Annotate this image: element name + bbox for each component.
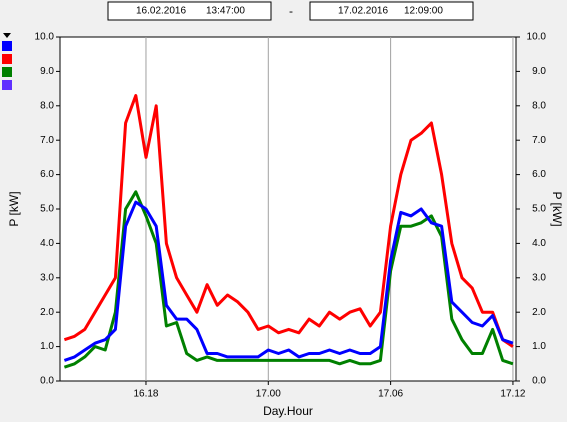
y-tick-label: 6.0 <box>40 169 54 180</box>
y2-tick-label: 8.0 <box>532 100 546 111</box>
y2-tick-label: 9.0 <box>532 66 546 77</box>
legend-swatch <box>2 80 12 90</box>
start-time: 13:47:00 <box>206 6 245 17</box>
end-box[interactable] <box>309 1 474 21</box>
end-date: 17.02.2016 <box>338 6 388 17</box>
y-tick-label: 7.0 <box>40 135 54 146</box>
y-tick-label: 10.0 <box>35 32 55 43</box>
y-tick-label: 1.0 <box>40 341 54 352</box>
legend-toggle[interactable] <box>3 33 11 38</box>
start-date: 16.02.2016 <box>136 6 186 17</box>
x-tick-label: 16.18 <box>133 389 158 400</box>
y2-axis-label: P [kW] <box>550 191 564 226</box>
y2-tick-label: 10.0 <box>527 32 547 43</box>
y2-tick-label: 4.0 <box>532 238 546 249</box>
y2-tick-label: 1.0 <box>532 341 546 352</box>
x-axis-label: Day.Hour <box>263 404 313 418</box>
y-tick-label: 5.0 <box>40 204 54 215</box>
series-line <box>63 200 514 362</box>
series-line <box>63 190 514 369</box>
y2-tick-label: 6.0 <box>532 169 546 180</box>
end-time: 12:09:00 <box>404 6 443 17</box>
series-line <box>63 94 514 348</box>
y-tick-label: 2.0 <box>40 307 54 318</box>
start-box[interactable] <box>107 1 272 21</box>
y-axis-label: P [kW] <box>7 191 21 226</box>
y2-tick-label: 0.0 <box>532 376 546 387</box>
y-tick-label: 3.0 <box>40 272 54 283</box>
y2-tick-label: 5.0 <box>532 204 546 215</box>
y-tick-label: 4.0 <box>40 238 54 249</box>
x-tick-label: 17.06 <box>378 389 403 400</box>
legend-swatch <box>2 54 12 64</box>
legend-swatch <box>2 41 12 51</box>
separator: - <box>289 4 293 18</box>
legend-swatch <box>2 67 12 77</box>
y-tick-label: 8.0 <box>40 100 54 111</box>
y2-tick-label: 2.0 <box>532 307 546 318</box>
x-tick-label: 17.12 <box>500 389 525 400</box>
y2-tick-label: 3.0 <box>532 272 546 283</box>
y-tick-label: 0.0 <box>40 376 54 387</box>
x-tick-label: 17.00 <box>256 389 281 400</box>
y-tick-label: 9.0 <box>40 66 54 77</box>
y2-tick-label: 7.0 <box>532 135 546 146</box>
